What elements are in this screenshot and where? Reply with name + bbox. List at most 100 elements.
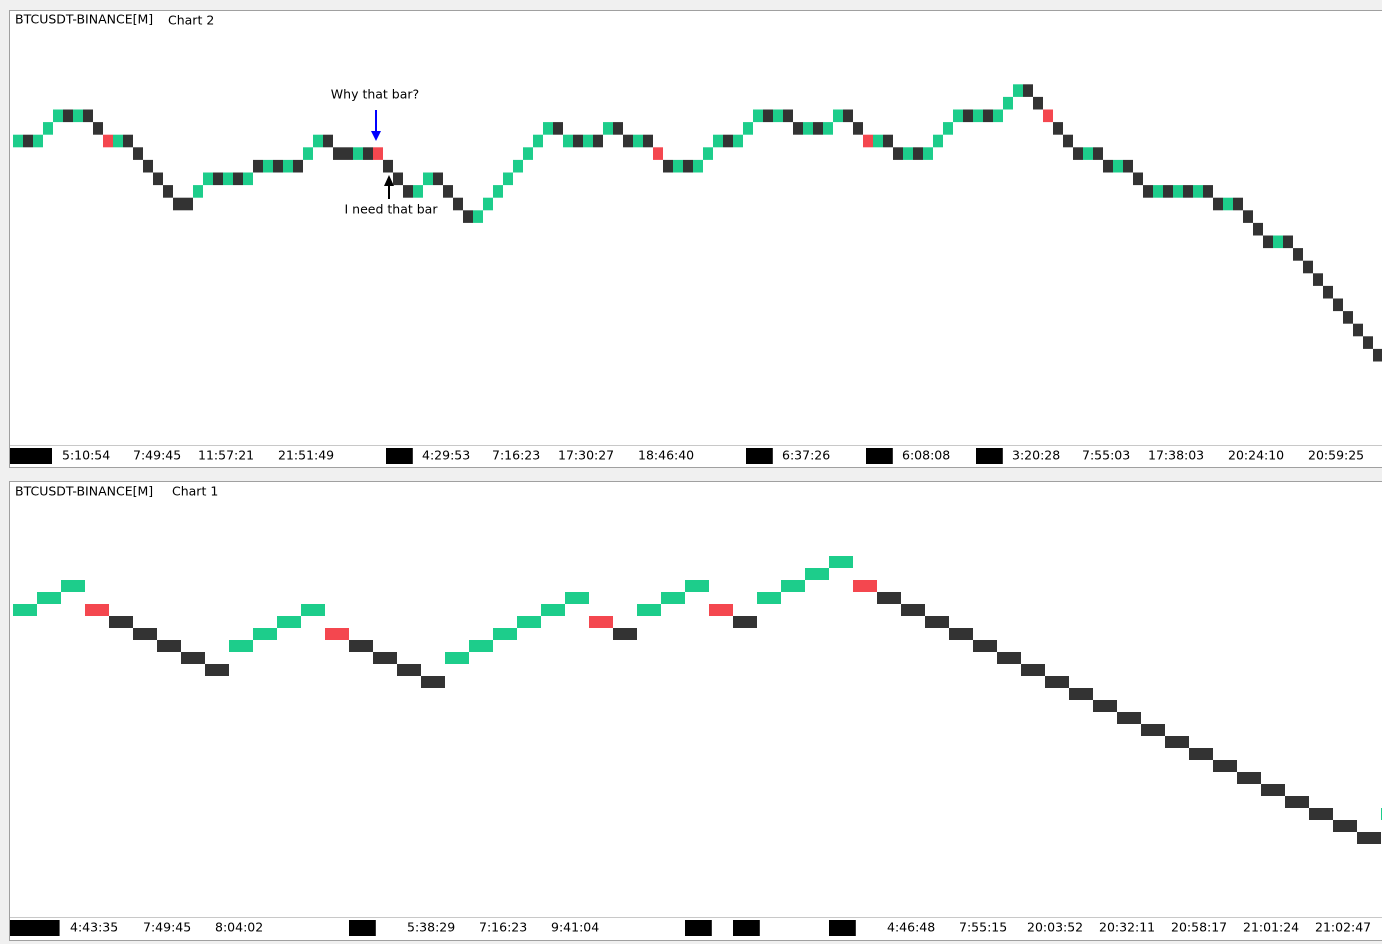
date-box (349, 920, 376, 936)
brick (1133, 172, 1143, 186)
time-label: 4:43:35 (70, 920, 118, 935)
brick (1093, 147, 1103, 160)
brick (303, 147, 313, 160)
brick (1203, 185, 1213, 198)
time-label: 6:08:08 (902, 448, 950, 463)
brick (83, 109, 93, 123)
date-box (386, 448, 413, 464)
brick (13, 604, 37, 616)
brick (683, 159, 693, 173)
brick (173, 197, 183, 211)
brick (925, 616, 949, 628)
brick (393, 172, 403, 186)
brick (565, 592, 589, 604)
brick (61, 580, 85, 592)
brick (543, 122, 553, 135)
brick (583, 134, 593, 148)
brick (193, 185, 203, 198)
brick (1333, 298, 1343, 312)
brick (933, 134, 943, 148)
brick (157, 640, 181, 652)
date-label: 6-5 (831, 920, 851, 935)
brick (1123, 159, 1133, 173)
brick (301, 604, 325, 616)
brick (403, 185, 413, 198)
brick (783, 109, 793, 123)
brick (643, 134, 653, 148)
brick (963, 109, 973, 123)
brick (333, 147, 343, 160)
arrow-head (371, 131, 381, 141)
brick (183, 197, 193, 211)
brick (1189, 748, 1213, 760)
time-label: 20:24:10 (1228, 448, 1284, 463)
time-label: 7:49:45 (143, 920, 191, 935)
brick (1021, 664, 1045, 676)
symbol: BTCUSDT-BINANCE[M] (15, 12, 153, 27)
brick (253, 628, 277, 640)
brick (93, 122, 103, 135)
brick (383, 159, 393, 173)
date-label: 6-2 (351, 920, 371, 935)
brick (753, 109, 763, 123)
brick (103, 134, 113, 148)
brick (133, 628, 157, 640)
brick (709, 604, 733, 616)
date-box (746, 448, 773, 464)
time-label: 21:02:47 (1315, 920, 1371, 935)
brick (203, 172, 213, 186)
brick (1023, 84, 1033, 97)
brick (445, 652, 469, 664)
brick (1043, 109, 1053, 123)
brick (1263, 235, 1273, 249)
brick (633, 134, 643, 148)
brick (1063, 134, 1073, 148)
brick (181, 652, 205, 664)
brick (1113, 159, 1123, 173)
brick (757, 592, 781, 604)
brick (343, 147, 353, 160)
brick (1165, 736, 1189, 748)
time-label: 7:16:23 (492, 448, 540, 463)
brick (863, 134, 873, 148)
brick (997, 652, 1021, 664)
brick (983, 109, 993, 123)
chart-name: Chart 1 (172, 484, 218, 499)
brick (1363, 336, 1373, 349)
brick (421, 676, 445, 688)
brick (1117, 712, 1141, 724)
brick (143, 159, 153, 173)
time-label: 21:51:49 (278, 448, 334, 463)
brick (773, 109, 783, 123)
brick (233, 172, 243, 186)
brick (363, 147, 373, 160)
brick (1237, 772, 1261, 784)
brick (733, 134, 743, 148)
time-label: 20:32:11 (1099, 920, 1155, 935)
brick (953, 109, 963, 123)
brick (493, 185, 503, 198)
time-label: 5:10:54 (62, 448, 110, 463)
brick (1045, 676, 1069, 688)
time-label: 20:03:52 (1027, 920, 1083, 935)
brick (73, 109, 83, 123)
date-label: 6-3 (687, 920, 707, 935)
brick (323, 134, 333, 148)
date-label: 6-2 (388, 448, 408, 463)
brick (113, 134, 123, 148)
brick (229, 640, 253, 652)
brick (1173, 185, 1183, 198)
brick (13, 134, 23, 148)
brick (1153, 185, 1163, 198)
brick (1303, 260, 1313, 274)
brick (1333, 820, 1357, 832)
brick (325, 628, 349, 640)
brick (243, 172, 253, 186)
time-label: 7:55:15 (959, 920, 1007, 935)
brick (1103, 159, 1113, 173)
brick (661, 592, 685, 604)
brick (713, 134, 723, 148)
brick (1285, 796, 1309, 808)
brick (433, 172, 443, 186)
